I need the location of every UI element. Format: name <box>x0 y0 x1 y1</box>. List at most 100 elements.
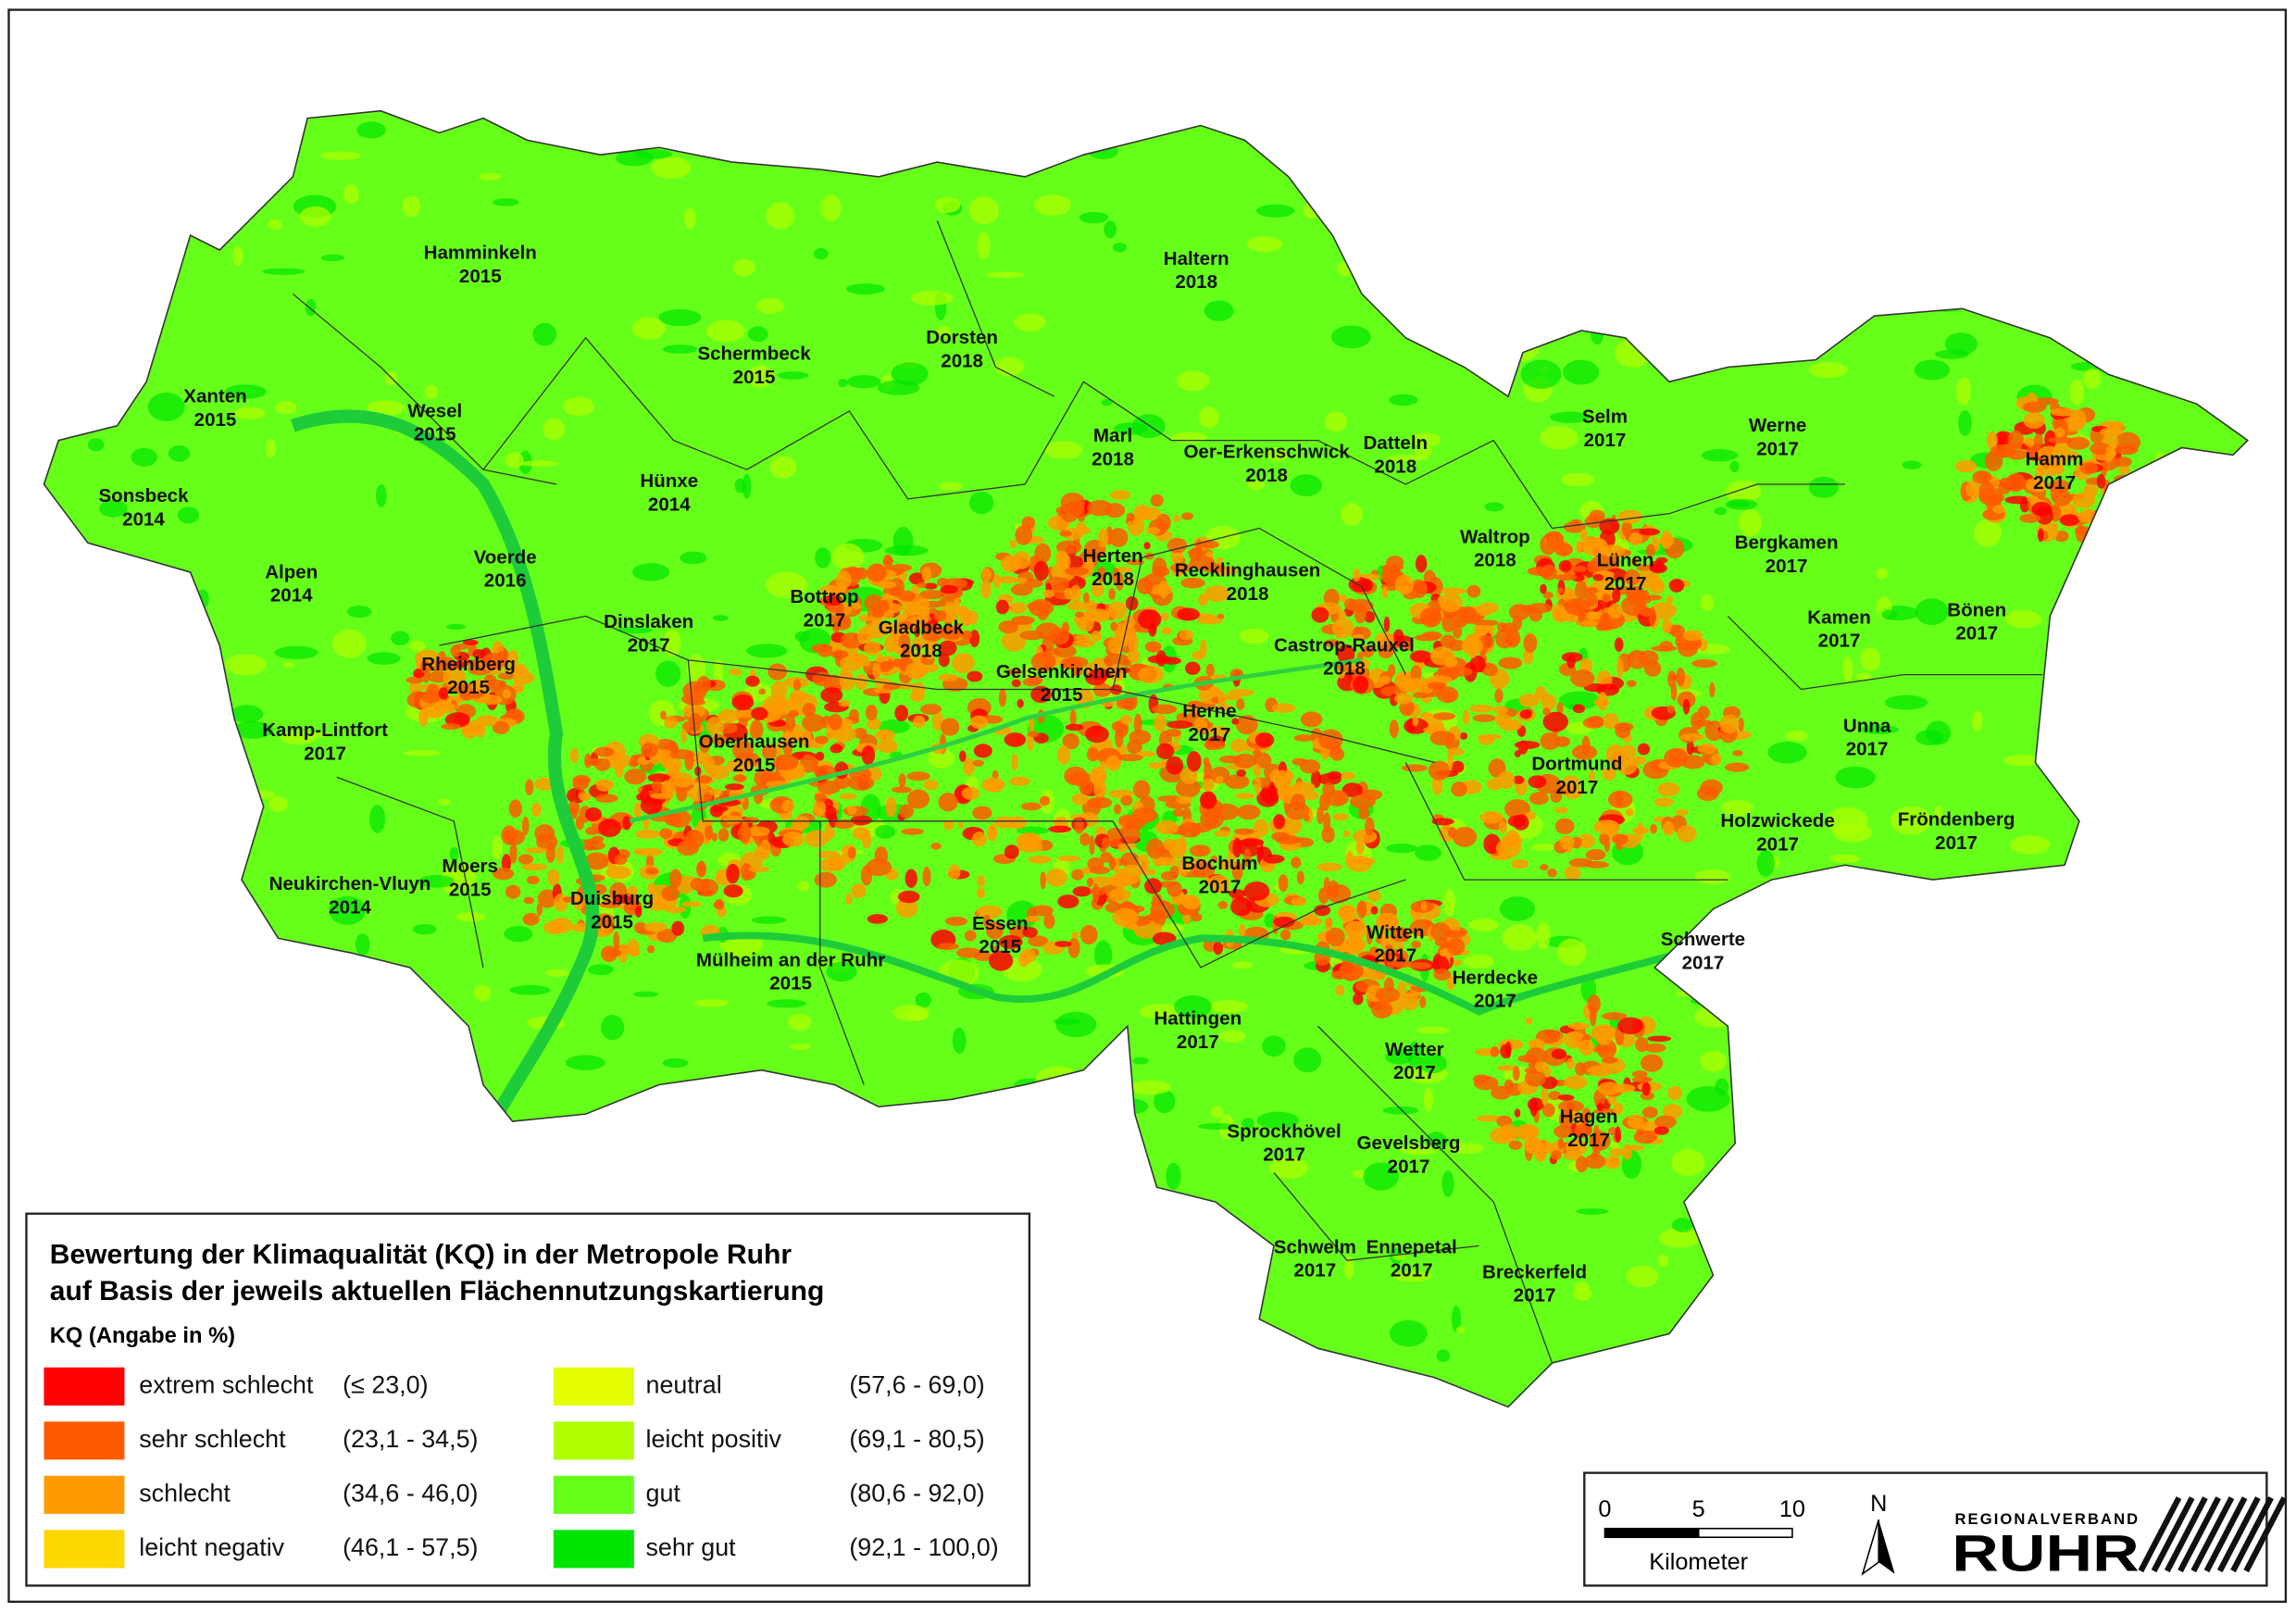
green-patch <box>936 326 951 339</box>
urban-patch <box>1254 775 1262 795</box>
urban-patch <box>1181 894 1201 910</box>
urban-patch <box>682 704 705 719</box>
urban-patch <box>1327 770 1342 780</box>
urban-patch <box>1204 726 1231 736</box>
urban-patch <box>1086 500 1114 517</box>
green-patch <box>1112 243 1128 253</box>
urban-patch <box>1067 937 1080 958</box>
urban-patch <box>1316 806 1324 825</box>
city-year: 2017 <box>304 743 346 764</box>
urban-patch <box>849 708 859 721</box>
urban-patch <box>647 773 670 782</box>
urban-patch <box>661 759 674 769</box>
urban-patch <box>1650 823 1658 834</box>
urban-patch <box>696 878 718 897</box>
green-patch <box>1835 766 1876 789</box>
urban-patch <box>1008 776 1030 786</box>
urban-patch <box>1089 866 1111 875</box>
city-name: Fröndenberg <box>1898 809 2015 831</box>
legend-range: (69,1 - 80,5) <box>849 1425 984 1453</box>
green-patch <box>745 366 775 388</box>
green-patch <box>1344 1256 1354 1281</box>
green-patch <box>1715 1078 1729 1096</box>
urban-patch <box>1011 615 1035 625</box>
urban-patch <box>1524 1069 1546 1087</box>
green-patch <box>777 371 809 380</box>
city-year: 2018 <box>1175 271 1217 293</box>
urban-patch <box>1145 527 1161 535</box>
urban-patch <box>1543 1030 1561 1038</box>
urban-patch <box>997 576 1018 584</box>
urban-patch <box>1340 771 1356 781</box>
urban-patch <box>454 644 468 650</box>
urban-patch <box>1057 745 1071 765</box>
urban-patch <box>1401 993 1419 1011</box>
urban-patch <box>2023 411 2045 430</box>
urban-patch <box>1514 750 1521 758</box>
urban-patch <box>1175 778 1201 798</box>
green-patch <box>1700 1051 1728 1072</box>
city-name: Herdecke <box>1453 967 1539 988</box>
urban-patch <box>1057 894 1079 909</box>
urban-patch <box>1088 876 1114 887</box>
urban-patch <box>1666 595 1674 604</box>
green-patch <box>87 438 105 452</box>
urban-patch <box>724 783 744 791</box>
city-year: 2017 <box>628 634 670 656</box>
urban-patch <box>2068 408 2087 430</box>
urban-patch <box>1129 730 1152 744</box>
urban-patch <box>1092 682 1112 697</box>
urban-patch <box>1009 925 1029 939</box>
urban-patch <box>1108 587 1116 600</box>
urban-patch <box>1107 601 1128 619</box>
urban-patch <box>861 659 871 667</box>
urban-patch <box>1566 1139 1588 1156</box>
urban-patch <box>2022 401 2047 413</box>
scale-unit: Kilometer <box>1649 1549 1748 1575</box>
green-patch <box>977 231 991 260</box>
urban-patch <box>1082 592 1090 604</box>
scale-label: 10 <box>1779 1496 1805 1522</box>
green-patch <box>492 835 503 860</box>
urban-patch <box>1072 886 1092 897</box>
urban-patch <box>1126 512 1135 522</box>
city-year: 2017 <box>1374 945 1416 967</box>
urban-patch <box>537 889 557 908</box>
green-patch <box>1218 1030 1246 1043</box>
urban-patch <box>572 777 590 791</box>
urban-patch <box>1657 781 1680 797</box>
urban-patch <box>781 800 794 813</box>
green-patch <box>891 362 929 386</box>
city-name: Dorsten <box>926 327 998 348</box>
city-name: Haltern <box>1164 248 1229 269</box>
urban-patch <box>521 816 530 836</box>
urban-patch <box>1200 791 1217 809</box>
urban-patch <box>1012 551 1031 569</box>
city-year: 2017 <box>1189 724 1231 745</box>
urban-patch <box>1195 538 1203 557</box>
urban-patch <box>1605 744 1625 764</box>
urban-patch <box>718 722 738 734</box>
city-year: 2015 <box>194 409 237 431</box>
green-patch <box>224 654 267 676</box>
urban-patch <box>1591 1045 1616 1054</box>
green-patch <box>1520 359 1562 389</box>
urban-patch <box>1615 791 1624 806</box>
green-patch <box>1890 806 1932 835</box>
green-patch <box>928 748 955 769</box>
city-year: 2017 <box>1604 573 1647 594</box>
green-patch <box>1884 694 1928 710</box>
urban-patch <box>1107 636 1124 655</box>
urban-patch <box>1236 769 1246 777</box>
green-patch <box>1204 300 1234 321</box>
urban-patch <box>1011 679 1021 688</box>
urban-patch <box>1986 431 1998 450</box>
urban-patch <box>1100 760 1107 771</box>
urban-patch <box>1541 1086 1549 1107</box>
urban-patch <box>1189 844 1211 857</box>
urban-patch <box>923 780 939 791</box>
legend-title: Bewertung der Klimaqualität (KQ) in der … <box>50 1239 792 1269</box>
urban-patch <box>1446 937 1466 956</box>
green-patch <box>1572 1287 1592 1301</box>
city-year: 2015 <box>979 936 1021 957</box>
